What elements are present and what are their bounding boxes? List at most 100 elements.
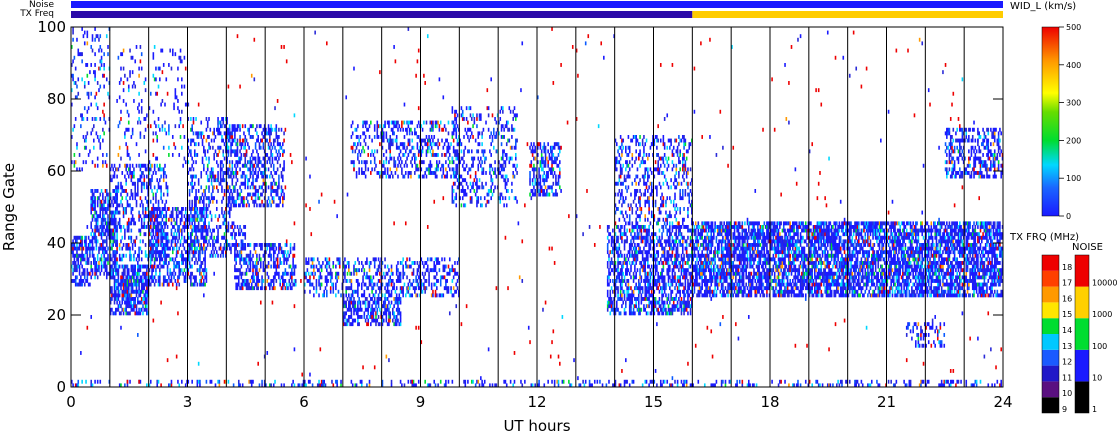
data-cell — [204, 189, 206, 193]
data-cell — [174, 221, 177, 226]
data-cell — [553, 142, 556, 147]
data-cell — [267, 185, 270, 190]
data-cell — [235, 268, 237, 273]
data-cell — [71, 88, 73, 93]
data-cell — [159, 163, 161, 168]
data-cell — [261, 279, 263, 283]
data-cell — [195, 225, 197, 229]
data-cell — [446, 149, 448, 154]
data-cell — [259, 257, 262, 262]
data-cell — [411, 131, 414, 136]
data-cell — [353, 268, 355, 273]
data-cell — [227, 225, 230, 229]
data-cell — [500, 174, 503, 179]
data-cell — [556, 156, 559, 161]
data-cell — [448, 167, 451, 172]
data-cell — [531, 167, 534, 172]
data-cell — [276, 160, 279, 165]
data-cell — [201, 246, 204, 251]
data-cell — [311, 261, 314, 265]
data-cell — [231, 149, 234, 154]
data-cell — [426, 145, 429, 150]
data-cell — [153, 250, 156, 255]
data-cell — [129, 279, 131, 283]
data-cell — [315, 286, 318, 291]
data-cell — [404, 160, 407, 165]
data-cell — [205, 185, 208, 190]
data-cell — [399, 275, 402, 280]
data-cell — [124, 293, 126, 298]
data-cell — [81, 52, 83, 57]
data-cell — [349, 297, 351, 301]
data-cell — [115, 261, 117, 265]
data-cell — [410, 149, 412, 154]
data-cell — [125, 275, 127, 280]
data-cell — [153, 167, 156, 172]
data-cell — [144, 214, 147, 219]
data-cell — [155, 243, 157, 247]
data-cell — [394, 315, 397, 319]
data-cell — [504, 196, 507, 201]
data-cell — [467, 135, 469, 139]
data-cell — [91, 203, 94, 208]
data-cell — [164, 243, 166, 247]
data-cell — [606, 282, 609, 287]
data-cell — [77, 246, 80, 251]
data-cell — [147, 185, 149, 190]
data-cell — [184, 102, 187, 107]
data-cell — [403, 282, 406, 287]
data-cell — [83, 235, 86, 240]
data-cell — [130, 286, 133, 291]
data-cell — [134, 268, 137, 273]
data-cell — [109, 239, 112, 244]
data-cell — [181, 235, 183, 240]
data-cell — [164, 275, 166, 280]
data-cell — [107, 253, 109, 258]
data-cell — [451, 160, 454, 165]
data-cell — [244, 135, 247, 139]
data-cell — [73, 55, 76, 60]
data-cell — [142, 210, 144, 215]
data-cell — [240, 196, 243, 201]
data-cell — [221, 117, 223, 121]
data-cell — [102, 127, 104, 132]
data-cell — [355, 171, 358, 175]
data-cell — [294, 279, 297, 283]
data-cell — [219, 167, 222, 172]
data-cell — [557, 174, 560, 179]
data-cell — [200, 246, 203, 251]
data-cell — [115, 239, 117, 244]
data-cell — [127, 153, 130, 157]
data-cell — [360, 160, 363, 165]
data-cell — [345, 300, 348, 305]
data-cell — [100, 235, 103, 240]
data-cell — [134, 282, 137, 287]
data-cell — [618, 311, 621, 316]
data-cell — [252, 264, 254, 269]
data-cell — [221, 210, 223, 215]
data-cell — [250, 171, 253, 175]
data-cell — [373, 135, 376, 139]
data-cell — [116, 297, 118, 301]
data-cell — [489, 171, 491, 175]
data-cell — [199, 253, 201, 258]
data-cell — [94, 37, 96, 42]
data-cell — [245, 279, 248, 283]
data-cell — [131, 217, 134, 222]
data-cell — [411, 163, 414, 168]
data-cell — [557, 181, 560, 186]
data-cell — [432, 293, 434, 298]
data-cell — [324, 275, 327, 280]
data-cell — [235, 246, 237, 251]
data-cell — [499, 163, 502, 168]
data-cell — [420, 149, 423, 154]
data-cell — [228, 199, 231, 204]
data-cell — [174, 145, 177, 150]
data-cell — [213, 196, 215, 201]
data-cell — [159, 214, 161, 219]
data-cell — [237, 275, 240, 280]
data-cell — [72, 30, 74, 35]
data-cell — [199, 282, 201, 287]
data-cell — [612, 300, 614, 305]
data-cell — [275, 203, 278, 208]
